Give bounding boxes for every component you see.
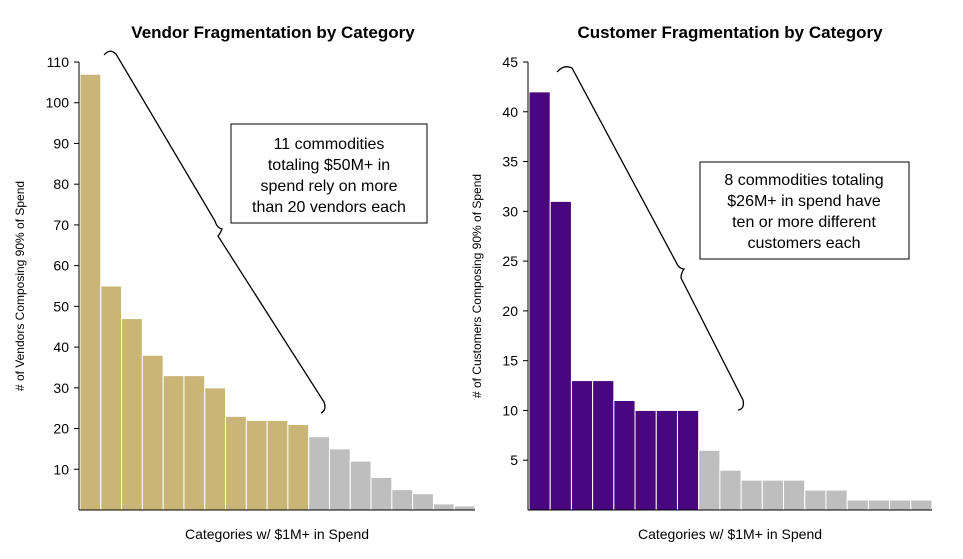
vendor-y-tick-label: 20 — [53, 421, 69, 437]
customer-bar-12 — [761, 479, 785, 511]
customer-y-tick-label: 35 — [502, 154, 518, 170]
customer-x-axis-label: Categories w/ $1M+ in Spend — [638, 526, 822, 542]
customer-bar-7 — [655, 409, 678, 511]
vendor-bar-2 — [100, 285, 123, 511]
vendor-bar-8 — [225, 415, 247, 511]
customer-y-tick-label: 10 — [502, 402, 518, 418]
customer-bar-15 — [825, 489, 848, 511]
customer-y-tick-label: 30 — [502, 203, 518, 219]
customer-y-tick-label: 25 — [502, 253, 518, 269]
vendor-y-tick-label: 50 — [53, 298, 69, 314]
vendor-y-tick-label: 100 — [46, 95, 70, 111]
vendor-bar-1 — [79, 73, 102, 511]
customer-bar-18 — [889, 499, 912, 511]
customer-y-axis-label: # of Customers Composing 90% of Spend — [470, 174, 484, 398]
vendor-bar-7 — [204, 387, 227, 511]
customer-y-tick-label: 20 — [502, 303, 518, 319]
vendor-bar-12 — [308, 436, 330, 511]
vendor-bar-3 — [121, 318, 143, 511]
vendor-bar-5 — [162, 375, 185, 511]
vendor-y-tick-label: 70 — [53, 217, 69, 233]
vendor-bar-16 — [391, 489, 414, 511]
vendor-bar-4 — [141, 354, 164, 511]
vendor-bar-6 — [183, 375, 206, 511]
customer-bar-1 — [528, 91, 551, 511]
customer-y-tick-label: 5 — [510, 452, 518, 468]
vendor-y-tick-label: 30 — [53, 380, 69, 396]
customer-bar-9 — [698, 449, 721, 511]
customer-bracket — [556, 66, 745, 411]
customer-y-tick-label: 45 — [502, 54, 518, 70]
vendor-annotation-line-1: 11 commodities — [274, 136, 385, 153]
vendor-y-ticks: 10 20 30 40 50 60 70 80 90 100 110 — [46, 54, 79, 477]
customer-chart: Customer Fragmentation by Category # of … — [470, 23, 933, 542]
vendor-bar-15 — [370, 476, 393, 511]
vendor-bracket — [103, 50, 326, 414]
customer-bar-11 — [740, 479, 763, 511]
customer-bar-3 — [570, 380, 594, 511]
customer-y-ticks: 5 10 15 20 25 30 35 40 45 — [502, 54, 528, 468]
customer-bar-14 — [804, 489, 827, 511]
vendor-bar-17 — [412, 493, 434, 511]
customer-annotation-line-4: customers each — [748, 235, 861, 252]
customer-annotation-line-3: ten or more different — [732, 214, 876, 231]
vendor-bar-19 — [453, 505, 476, 511]
customer-bars — [528, 91, 933, 511]
customer-bar-2 — [549, 200, 572, 511]
vendor-chart-title: Vendor Fragmentation by Category — [131, 23, 415, 42]
customer-bar-5 — [613, 399, 636, 511]
customer-bar-6 — [634, 409, 657, 511]
customer-bar-17 — [867, 499, 891, 511]
vendor-bar-14 — [349, 460, 372, 511]
vendor-y-tick-label: 60 — [53, 258, 69, 274]
vendor-y-tick-label: 110 — [47, 54, 70, 70]
customer-annotation-box — [699, 161, 910, 260]
customer-annotation-line-1: 8 commodities totaling — [724, 172, 883, 189]
vendor-y-tick-label: 40 — [53, 339, 69, 355]
customer-annotation-line-2: $26M+ in spend have — [727, 193, 881, 210]
vendor-bar-18 — [432, 503, 455, 511]
customer-y-tick-label: 40 — [502, 104, 518, 120]
vendor-x-axis-label: Categories w/ $1M+ in Spend — [185, 526, 369, 542]
vendor-y-axis-label: # of Vendors Composing 90% of Spend — [13, 181, 27, 391]
vendor-y-tick-label: 80 — [53, 176, 69, 192]
customer-y-tick-label: 15 — [502, 353, 518, 369]
customer-bar-8 — [676, 409, 700, 511]
vendor-annotation-box — [230, 123, 428, 224]
customer-bar-16 — [846, 499, 869, 511]
customer-bar-4 — [592, 380, 615, 511]
vendor-chart: Vendor Fragmentation by Category # of Ve… — [13, 23, 476, 542]
vendor-annotation-line-3: spend rely on more — [261, 178, 398, 195]
customer-bar-13 — [783, 479, 806, 511]
vendor-bar-9 — [245, 419, 268, 511]
vendor-bar-10 — [266, 419, 289, 511]
customer-bar-10 — [719, 469, 742, 511]
vendor-y-tick-label: 90 — [53, 135, 69, 151]
customer-bar-19 — [910, 499, 933, 511]
vendor-y-tick-label: 10 — [53, 461, 69, 477]
customer-chart-title: Customer Fragmentation by Category — [577, 23, 883, 42]
vendor-bar-13 — [328, 448, 351, 511]
vendor-bar-11 — [287, 423, 310, 511]
vendor-annotation-line-2: totaling $50M+ in — [268, 157, 390, 174]
vendor-annotation-line-4: than 20 vendors each — [252, 199, 406, 216]
